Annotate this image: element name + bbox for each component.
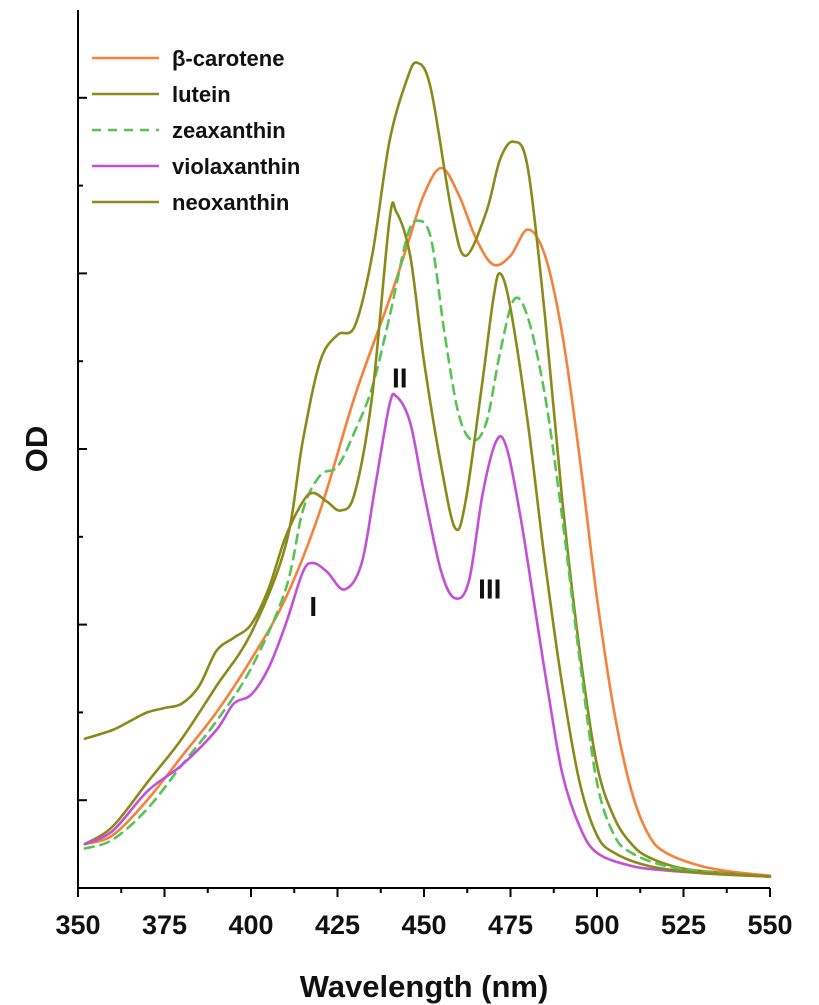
series-line-violaxanthin [83,392,772,878]
x-tick-label: 475 [488,910,533,940]
series-line-carotene [83,166,772,877]
legend-label: violaxanthin [172,154,300,179]
x-tick-label: 500 [574,910,619,940]
x-tick-label: 450 [401,910,446,940]
x-tick-label: 525 [661,910,706,940]
legend: β-carotene lutein zeaxanthin violaxanthin ne… [92,46,300,215]
legend-item: lutein [92,82,231,107]
y-axis-title: OD [19,426,54,473]
legend-item: violaxanthin [92,154,300,179]
legend-label: lutein [172,82,231,107]
x-tick-label: 550 [747,910,792,940]
x-tick-label: 425 [315,910,360,940]
x-axis-title: Wavelength (nm) [300,969,549,1004]
series-line-lutein [83,61,772,878]
ticks-layer: 350 375 400 425 450 475 500 525 550 [55,96,793,940]
x-tick-label: 375 [142,910,187,940]
x-tick-label: 400 [228,910,273,940]
legend-item: zeaxanthin [92,118,286,143]
legend-label: zeaxanthin [172,118,286,143]
series-layer [83,61,772,878]
series-line-zeaxanthin [83,219,772,878]
legend-item: β-carotene [92,46,284,71]
legend-item: neoxanthin [92,190,289,215]
band-label: III [478,573,501,604]
legend-label: neoxanthin [172,190,289,215]
band-label: II [392,363,408,394]
series-line-neoxanthin [83,201,772,878]
band-label: I [309,591,317,622]
x-tick-label: 350 [55,910,100,940]
legend-label: β-carotene [172,46,284,71]
